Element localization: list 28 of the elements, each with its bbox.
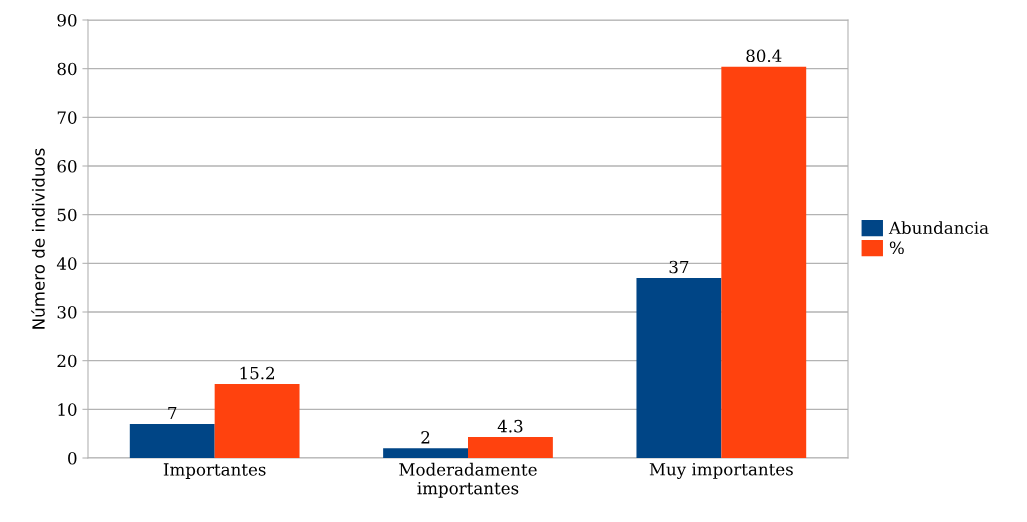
data-label: 37: [669, 260, 689, 274]
legend-label: Abundancia: [888, 221, 989, 235]
bar: [721, 66, 807, 458]
y-axis-title: Número de individuos: [31, 148, 45, 329]
y-tick-label: 60: [57, 159, 77, 173]
data-label: 2: [421, 431, 430, 444]
y-tick-label: 10: [58, 403, 77, 416]
y-tick-label: 0: [68, 451, 77, 465]
y-tick-label: 30: [57, 305, 77, 319]
data-label: 4.3: [497, 419, 523, 433]
x-tick-label: Moderadamente importantes: [399, 462, 537, 498]
y-tick-label: 20: [57, 354, 77, 368]
y-tick-label: 80: [57, 62, 77, 76]
bar: [636, 277, 722, 458]
x-tick-label: Importantes: [163, 463, 266, 479]
data-label: 80.4: [746, 49, 782, 63]
y-tick-label: 90: [57, 13, 77, 27]
bar: [129, 423, 215, 458]
legend-label: %: [889, 241, 904, 255]
bar: [468, 437, 553, 458]
data-label: 7: [168, 406, 177, 420]
y-tick-label: 40: [56, 257, 77, 270]
bar: [383, 448, 468, 458]
bar: [214, 384, 300, 458]
data-label: 15.2: [240, 366, 275, 380]
x-tick-label: Muy importantes: [649, 463, 793, 479]
y-tick-label: 70: [57, 111, 77, 124]
y-tick-label: 50: [57, 208, 77, 222]
